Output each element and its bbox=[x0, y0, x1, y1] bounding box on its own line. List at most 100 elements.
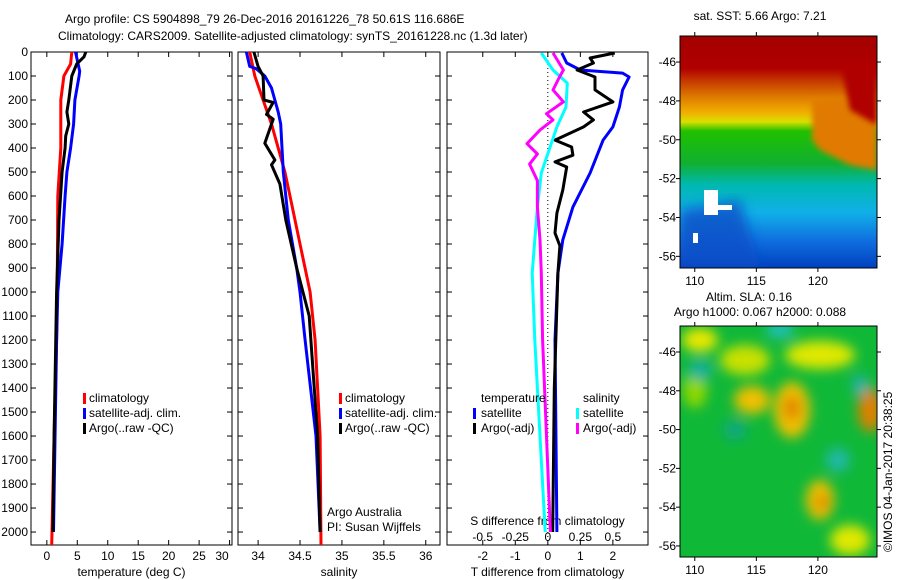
series-line-climatology bbox=[248, 51, 323, 546]
x-tick-label: -2 bbox=[477, 549, 488, 563]
y-tick-label: 1800 bbox=[1, 477, 28, 491]
x2-tick-label: 0 bbox=[544, 530, 551, 544]
profile-panel-2: 34 34.5 35 35.5 36 salinity climatologysatelli… bbox=[237, 51, 441, 579]
x-axis-label: salinity bbox=[321, 565, 358, 579]
legend-swatch bbox=[576, 423, 579, 434]
x-tick-label: 0 bbox=[43, 549, 50, 563]
annotation-text: Argo Australia bbox=[327, 505, 402, 519]
map-title: Argo h1000: 0.067 h2000: 0.088 bbox=[674, 305, 846, 319]
legend-swatch bbox=[576, 408, 579, 419]
x-tick-label: -1 bbox=[510, 549, 521, 563]
y-tick-label: 900 bbox=[8, 261, 28, 275]
sla-map-frame bbox=[679, 325, 878, 558]
lat-tick-label: -46 bbox=[659, 55, 677, 69]
map-axes-1: 110 115 120 -46 -48 -50 -52 -54 -56 sat. SST: 5.6… bbox=[659, 9, 881, 288]
x2-tick-label: -0.5 bbox=[472, 530, 493, 544]
profile-panel-1: 0 5 10 15 20 25 30 temperature (deg C) 0 100 200 30… bbox=[1, 45, 233, 579]
legend-swatch bbox=[473, 408, 476, 419]
legend-label: satellite bbox=[583, 406, 624, 420]
y-tick-label: 1000 bbox=[1, 285, 28, 299]
x2-tick-label: 0.25 bbox=[569, 530, 593, 544]
legend-label: climatology bbox=[89, 391, 149, 405]
lat-tick-label: -52 bbox=[659, 172, 677, 186]
lon-tick-label: 120 bbox=[808, 563, 828, 577]
lat-tick-label: -56 bbox=[659, 249, 677, 263]
series-line-argo-raw-qc- bbox=[252, 51, 322, 533]
y-tick-label: 1300 bbox=[1, 357, 28, 371]
x-tick-label: 30 bbox=[215, 549, 229, 563]
legend-label: Argo(..raw -QC) bbox=[345, 421, 430, 435]
plot-frame bbox=[30, 51, 233, 546]
legend-swatch bbox=[83, 393, 86, 404]
annotation-text: PI: Susan Wijffels bbox=[327, 520, 421, 534]
y-tick-label: 1100 bbox=[2, 309, 28, 323]
cloud-mask bbox=[693, 233, 698, 243]
legend-label: satellite-adj. clim. bbox=[89, 406, 181, 420]
x2-axis-label: S difference from climatology bbox=[470, 514, 625, 528]
legend-heading: temperature bbox=[481, 391, 546, 405]
legend-swatch bbox=[339, 423, 342, 434]
legend-label: satellite bbox=[481, 406, 522, 420]
cloud-mask bbox=[718, 205, 732, 210]
legend-swatch bbox=[339, 408, 342, 419]
x-tick-label: 36 bbox=[419, 549, 433, 563]
legend-label: climatology bbox=[345, 391, 405, 405]
x2-tick-label: -0.25 bbox=[502, 530, 530, 544]
series-line-satellite-adj-clim- bbox=[244, 51, 322, 533]
legend-swatch bbox=[339, 393, 342, 404]
sst-map-frame bbox=[679, 35, 878, 269]
credit-timestamp: ©IMOS 04-Jan-2017 20:38:25 bbox=[881, 391, 895, 552]
x-tick-label: 1 bbox=[577, 549, 584, 563]
sst-warm-core bbox=[840, 60, 877, 125]
x-tick-label: 20 bbox=[162, 549, 176, 563]
y-tick-label: 800 bbox=[8, 237, 28, 251]
lat-tick-label: -56 bbox=[659, 539, 677, 553]
legend-label: Argo(..raw -QC) bbox=[89, 421, 174, 435]
x-tick-label: 5 bbox=[74, 549, 81, 563]
y-tick-label: 400 bbox=[8, 141, 28, 155]
x-tick-label: 2 bbox=[610, 549, 617, 563]
y-tick-label: 700 bbox=[8, 213, 28, 227]
lat-tick-label: -48 bbox=[659, 94, 677, 108]
lon-tick-label: 115 bbox=[747, 274, 766, 288]
map-title: Altim. SLA: 0.16 bbox=[706, 290, 792, 304]
lon-tick-label: 120 bbox=[808, 274, 828, 288]
x-tick-label: 25 bbox=[192, 549, 206, 563]
y-tick-label: 100 bbox=[8, 69, 28, 83]
legend-swatch bbox=[83, 408, 86, 419]
lat-tick-label: -52 bbox=[659, 461, 677, 475]
profile-panel-3: -2 -1 0 1 2 T difference from climatology -0.5… bbox=[446, 51, 649, 579]
lat-tick-label: -48 bbox=[659, 384, 677, 398]
figure-title-line1: Argo profile: CS 5904898_79 26-Dec-2016 … bbox=[65, 12, 464, 26]
lon-tick-label: 115 bbox=[747, 563, 766, 577]
sst-map bbox=[679, 35, 878, 269]
series-line-argo-raw-qc- bbox=[51, 51, 88, 533]
y-tick-label: 1500 bbox=[1, 405, 28, 419]
lat-tick-label: -50 bbox=[659, 423, 677, 437]
plot-frame bbox=[237, 51, 441, 546]
x-tick-label: 35 bbox=[335, 549, 349, 563]
legend-label: Argo(-adj) bbox=[583, 421, 636, 435]
series-line-salinity-satellite bbox=[530, 52, 569, 533]
lat-tick-label: -54 bbox=[659, 500, 677, 514]
y-tick-label: 500 bbox=[8, 165, 28, 179]
sla-anomaly-blobs bbox=[682, 326, 877, 555]
x2-tick-label: 0.5 bbox=[605, 530, 622, 544]
series-line-temperature-argo-adj- bbox=[551, 51, 616, 533]
map-title: sat. SST: 5.66 Argo: 7.21 bbox=[694, 9, 827, 23]
lat-tick-label: -50 bbox=[659, 133, 677, 147]
sla-map bbox=[679, 325, 878, 558]
x-tick-label: 0 bbox=[544, 549, 551, 563]
y-tick-label: 1600 bbox=[1, 429, 28, 443]
x-tick-label: 15 bbox=[132, 549, 146, 563]
y-tick-label: 1700 bbox=[1, 453, 28, 467]
x-tick-label: 10 bbox=[101, 549, 115, 563]
lat-tick-label: -46 bbox=[659, 345, 677, 359]
legend-label: Argo(-adj) bbox=[481, 421, 534, 435]
x-axis-label: temperature (deg C) bbox=[77, 565, 185, 579]
cloud-mask bbox=[704, 190, 718, 215]
y-tick-label: 1200 bbox=[1, 333, 28, 347]
map-axes-2: 110 115 120 -46 -48 -50 -52 -54 -56 Altim. SLA: 0… bbox=[659, 290, 881, 577]
